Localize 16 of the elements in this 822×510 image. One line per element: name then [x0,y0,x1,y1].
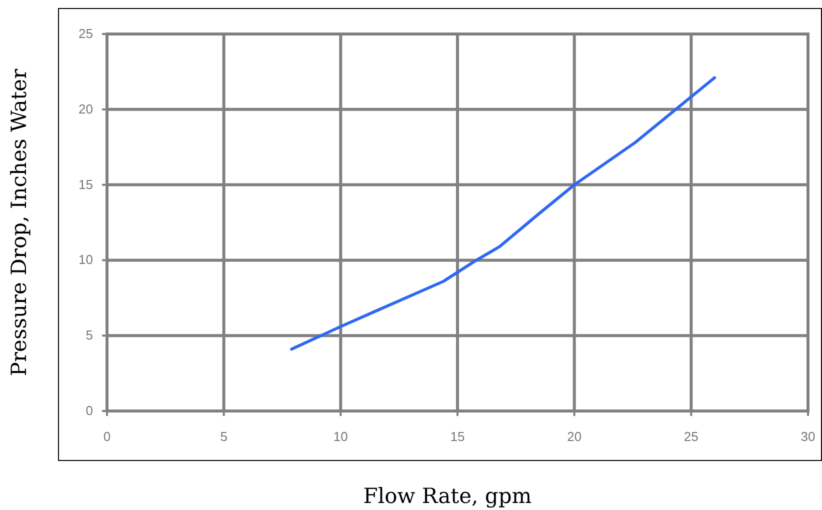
y-tick-label: 10 [78,252,93,268]
x-tick-label: 5 [220,429,228,444]
x-tick-label: 25 [684,429,698,444]
x-tick-label: 0 [103,429,111,444]
y-tick-label: 15 [78,176,93,192]
x-tick-label: 15 [450,429,465,444]
line-series [290,76,716,351]
x-tick-label: 30 [800,429,816,444]
y-tick-label: 5 [86,328,93,343]
x-tick-label: 10 [333,429,348,444]
y-tick-label: 25 [78,26,93,41]
y-axis-title: Pressure Drop, Inches Water [7,68,31,376]
x-axis-title: Flow Rate, gpm [363,484,532,508]
y-tick-label: 0 [86,403,93,418]
y-tick-label: 20 [78,101,93,116]
x-tick-label: 20 [567,429,582,444]
